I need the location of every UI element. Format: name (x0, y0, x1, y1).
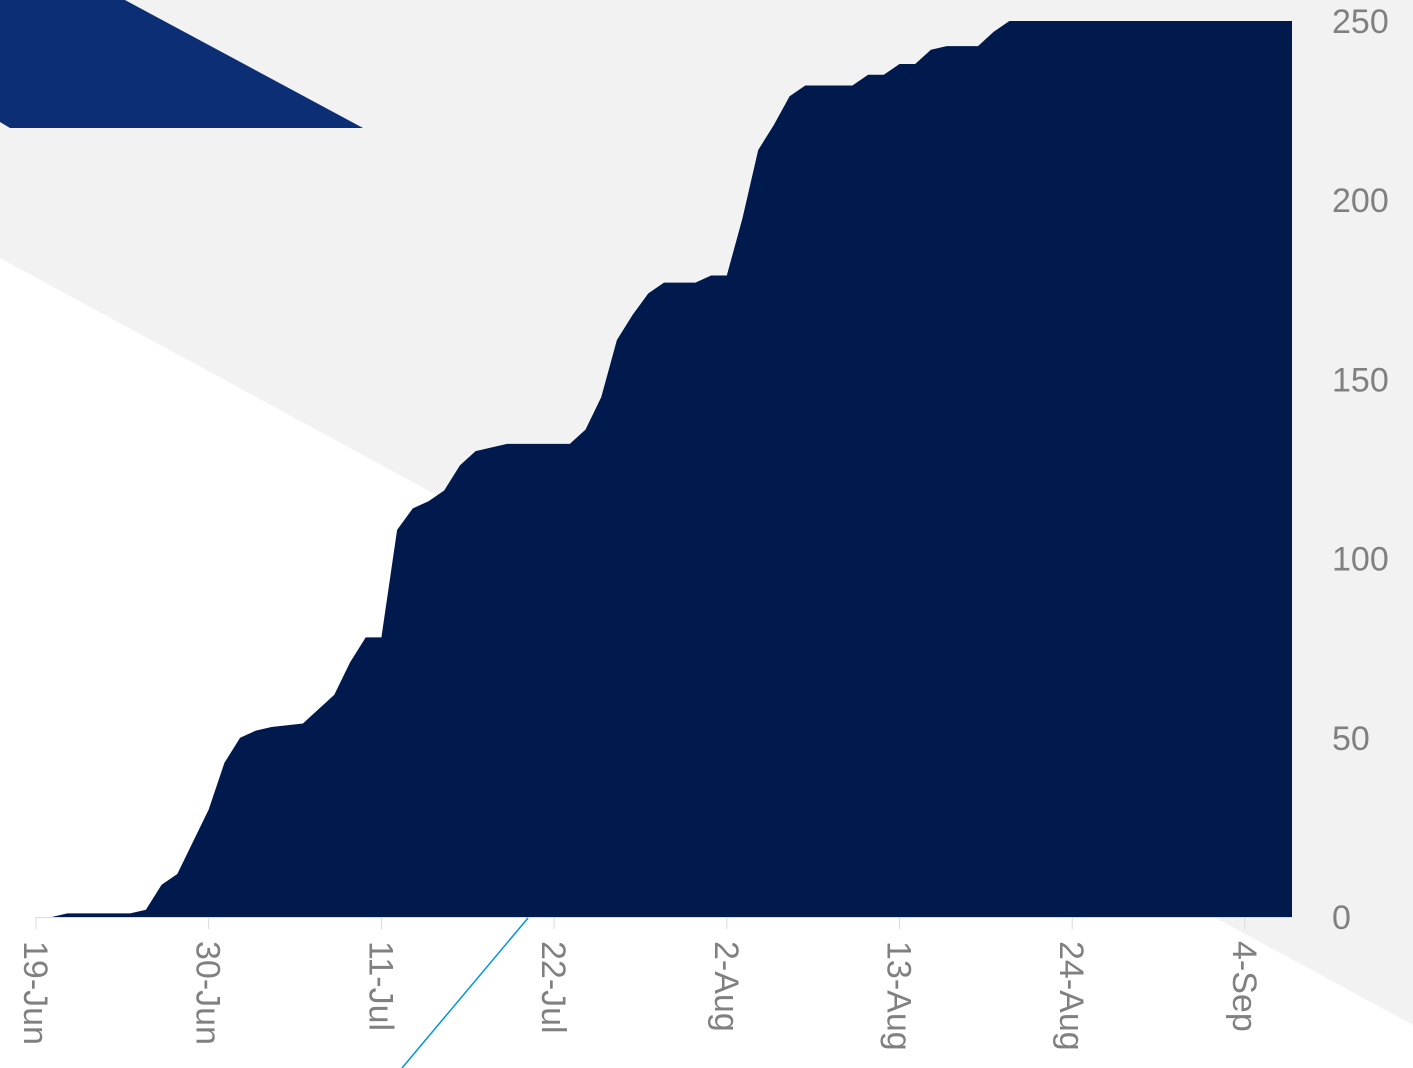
x-tick-label: 13-Aug (880, 941, 918, 1051)
accent-triangle-shape (0, 0, 363, 128)
x-tick-label: 22-Jul (534, 941, 572, 1034)
x-tick-label: 4-Sep (1225, 941, 1263, 1032)
x-tick-label: 11-Jul (361, 941, 399, 1031)
x-tick-label: 24-Aug (1052, 941, 1090, 1051)
y-tick-label: 0 (1332, 899, 1351, 937)
x-tick-label: 30-Jun (189, 941, 227, 1045)
y-tick-label: 250 (1332, 3, 1389, 41)
x-tick-label: 2-Aug (707, 941, 745, 1032)
y-tick-label: 150 (1332, 361, 1389, 399)
y-tick-label: 200 (1332, 182, 1389, 220)
x-axis-ticks (35, 917, 1246, 929)
x-tick-label: 19-Jun (16, 941, 54, 1045)
cumulative-area-series (51, 21, 1293, 917)
x-axis-tick-labels: 19-Jun 30-Jun 11-Jul 22-Jul 2-Aug 13-Aug 24-Au… (16, 941, 1263, 1051)
accent-diagonal-line (401, 917, 529, 1068)
y-axis-tick-labels: 0 50 100 150 200 250 (1332, 3, 1389, 937)
y-tick-label: 100 (1332, 541, 1389, 579)
y-tick-label: 50 (1332, 720, 1370, 758)
